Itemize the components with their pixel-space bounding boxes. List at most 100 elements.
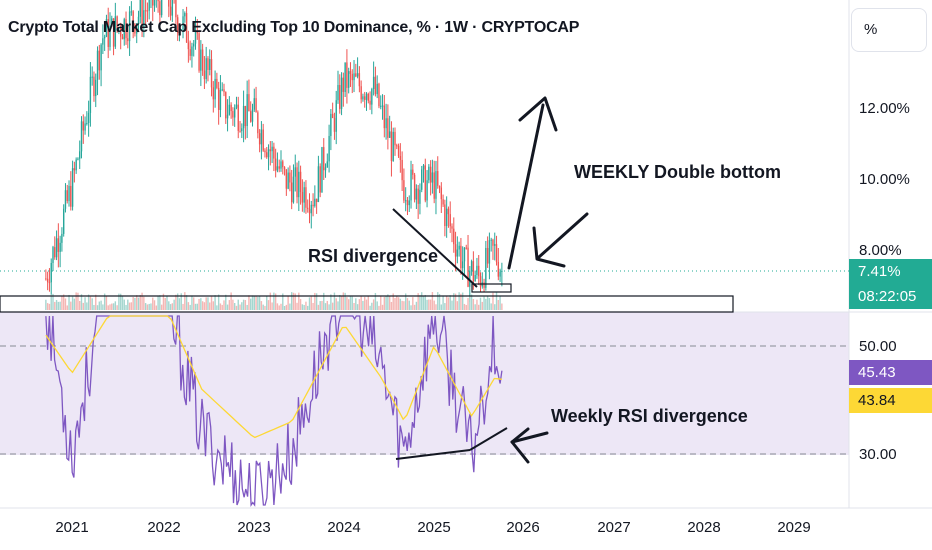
annotation-rsi-divergence: RSI divergence [308, 246, 438, 266]
volume-bar [280, 303, 282, 310]
volume-bar [371, 302, 373, 310]
volume-bar [95, 294, 97, 310]
volume-bar [191, 295, 193, 310]
candle-body [266, 152, 268, 158]
candle-body [315, 198, 318, 203]
volume-bar [123, 299, 125, 310]
candle-body [230, 104, 232, 112]
volume-bar [378, 305, 380, 310]
double-bottom-arrow-shaft [507, 103, 545, 270]
candle-body [201, 49, 204, 71]
candle-body [176, 17, 179, 34]
volume-bar [198, 298, 200, 310]
candle-body [374, 76, 377, 95]
rsi-divergence-rise-line [469, 427, 508, 451]
volume-bar [226, 304, 229, 310]
volume-bar [269, 292, 272, 310]
candle-body [472, 261, 475, 282]
candle-body [274, 158, 277, 171]
volume-bar [121, 296, 124, 310]
volume-bar [351, 296, 353, 310]
volume-bar [184, 292, 186, 310]
candle-body [228, 104, 231, 115]
volume-bar [68, 294, 70, 310]
candle-body [410, 169, 412, 201]
volume-bar [96, 305, 99, 310]
candle-body [91, 76, 93, 78]
candle-body [383, 105, 386, 129]
volume-bar [440, 304, 443, 310]
volume-bar [415, 301, 418, 310]
volume-bar [182, 303, 184, 310]
candle-body [219, 89, 222, 110]
candle-body [169, 6, 172, 16]
candle-body [445, 208, 448, 227]
candle-body [77, 158, 79, 160]
candle-body [185, 13, 188, 43]
candle-body [102, 38, 104, 45]
candle-body [424, 165, 426, 201]
candle-body [130, 11, 133, 13]
volume-bar [70, 301, 72, 310]
volume-bar [397, 297, 400, 310]
candle-body [157, 0, 159, 2]
volume-bar [449, 295, 451, 310]
volume-bar [333, 292, 336, 310]
volume-bar [274, 293, 277, 310]
volume-bar [438, 293, 441, 310]
volume-bar [404, 293, 407, 310]
volume-bar [223, 300, 225, 310]
volume-bar [137, 297, 140, 310]
candle-body [305, 187, 307, 208]
candle-body [221, 89, 223, 91]
candle-body [273, 146, 275, 159]
candle-body [96, 50, 99, 80]
volume-bar [476, 299, 478, 310]
volume-bar [326, 300, 329, 310]
candle-body [159, 1, 161, 16]
candle-body [397, 145, 400, 157]
candle-body [447, 208, 450, 215]
candle-body [226, 114, 229, 119]
rsi-tick-label: 50.00 [859, 338, 897, 355]
volume-bar [237, 299, 239, 310]
candle-body [458, 245, 460, 250]
volume-bar [209, 302, 211, 310]
candle-body [248, 94, 250, 112]
volume-bar [257, 296, 259, 310]
candle-body [121, 36, 124, 40]
volume-bar [239, 304, 241, 310]
candle-body [483, 282, 485, 288]
candle-body [449, 214, 451, 227]
candle-body [330, 113, 332, 136]
rsi-ma-line [45, 315, 502, 439]
volume-bar [105, 295, 108, 310]
volume-bar [488, 298, 491, 310]
candle-body [118, 27, 120, 29]
volume-bar [490, 303, 492, 310]
pointer-arrow-head [532, 226, 566, 268]
candle-body [378, 83, 380, 107]
volume-bar [169, 304, 172, 310]
volume-bar [144, 303, 147, 310]
volume-bar [406, 298, 409, 310]
candle-body [337, 85, 339, 101]
volume-bar [91, 298, 93, 310]
candle-body [346, 62, 348, 88]
candle-body [168, 0, 170, 7]
candle-body [148, 0, 150, 11]
unit-button[interactable]: % [851, 8, 927, 52]
volume-bar [390, 301, 393, 310]
volume-bar [93, 304, 95, 310]
candle-body [494, 244, 496, 246]
candle-body [461, 261, 464, 269]
candle-body [401, 159, 403, 181]
candle-body [253, 98, 255, 110]
candle-body [70, 185, 72, 207]
candle-body [501, 270, 503, 272]
volume-bar [84, 297, 86, 310]
candle-body [139, 0, 141, 17]
volume-bar [233, 303, 236, 310]
volume-bar [328, 304, 330, 310]
